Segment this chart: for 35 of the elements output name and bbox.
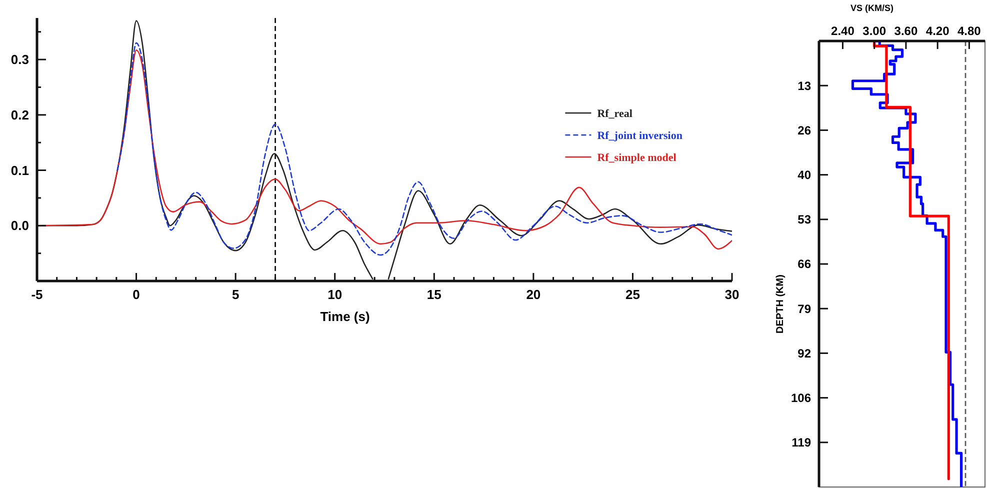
y-tick-label: 79 [798,302,812,316]
line-series [851,41,963,487]
x-tick-label: 10 [328,287,342,302]
x-tick-label: -5 [31,287,43,302]
x-axis-title: VS (KM/S) [850,3,894,13]
y-axis-title: DEPTH (KM) [775,274,786,334]
x-tick-label: 5 [232,287,240,302]
line-series [873,41,950,480]
x-tick-label: 3.00 [862,24,886,38]
x-tick-label: 2.40 [831,24,855,38]
y-tick-label: 40 [798,168,812,182]
y-tick-label: 66 [798,257,812,272]
x-tick-label: 15 [426,287,442,302]
y-tick-label: 53 [798,212,812,227]
x-tick-label: 20 [526,287,541,302]
y-tick-label: 13 [798,78,812,93]
y-tick-label: 92 [798,346,812,360]
y-tick-label: 0.2 [10,107,29,122]
y-tick-label: 106 [790,391,812,405]
legend-label: Rf_simple model [597,152,676,164]
x-tick-label: 30 [724,287,740,302]
y-tick-label: 119 [792,436,812,450]
x-axis-title: Time (s) [320,309,370,324]
y-tick-label: 0.1 [10,162,29,178]
line-series [116,42,732,256]
y-tick-label: 0.3 [10,52,29,68]
legend-label: Rf_joint inversion [597,130,682,142]
y-tick-label: 26 [798,123,812,138]
x-tick-label: 4.20 [926,24,950,38]
x-tick-label: 4.80 [958,24,982,38]
legend-label: Rf_real [597,108,632,120]
x-tick-label: 25 [625,287,640,302]
x-tick-label: 0 [132,287,140,302]
x-tick-label: 3.60 [894,24,918,38]
y-tick-label: 0.0 [10,218,29,234]
